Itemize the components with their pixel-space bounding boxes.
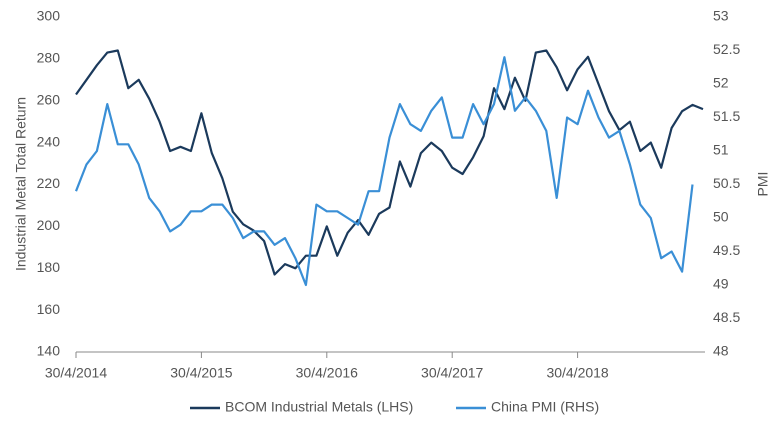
- y2-tick-label: 49: [713, 276, 729, 292]
- y-tick-label: 220: [37, 175, 61, 191]
- y-axis-title: Industrial Metal Total Return: [13, 97, 29, 271]
- x-tick-label: 30/4/2016: [296, 365, 358, 381]
- y2-tick-label: 52.5: [713, 41, 740, 57]
- x-tick-label: 30/4/2014: [45, 365, 107, 381]
- y2-tick-label: 48: [713, 343, 729, 359]
- y-tick-label: 180: [37, 259, 61, 275]
- x-tick-label: 30/4/2018: [546, 365, 608, 381]
- y2-axis-title: PMI: [755, 172, 771, 197]
- y-tick-label: 140: [37, 343, 61, 359]
- line-series: [74, 56, 694, 287]
- y-tick-label: 260: [37, 91, 61, 107]
- line-series: [75, 49, 704, 276]
- y2-tick-label: 48.5: [713, 309, 740, 325]
- x-tick-label: 30/4/2017: [421, 365, 483, 381]
- y2-tick-label: 51.5: [713, 108, 740, 124]
- y-tick-label: 200: [37, 217, 61, 233]
- y-tick-label: 240: [37, 133, 61, 149]
- y2-tick-label: 49.5: [713, 242, 740, 258]
- y2-tick-label: 51: [713, 142, 729, 158]
- y2-tick-label: 50: [713, 209, 729, 225]
- y2-tick-label: 53: [713, 8, 729, 24]
- legend-label: BCOM Industrial Metals (LHS): [225, 399, 413, 415]
- legend-label: China PMI (RHS): [491, 399, 599, 415]
- y-tick-label: 300: [37, 8, 61, 24]
- y-tick-label: 280: [37, 50, 61, 66]
- y2-tick-label: 52: [713, 75, 729, 91]
- y-tick-label: 160: [37, 301, 61, 317]
- y2-tick-label: 50.5: [713, 175, 740, 191]
- x-tick-label: 30/4/2015: [170, 365, 232, 381]
